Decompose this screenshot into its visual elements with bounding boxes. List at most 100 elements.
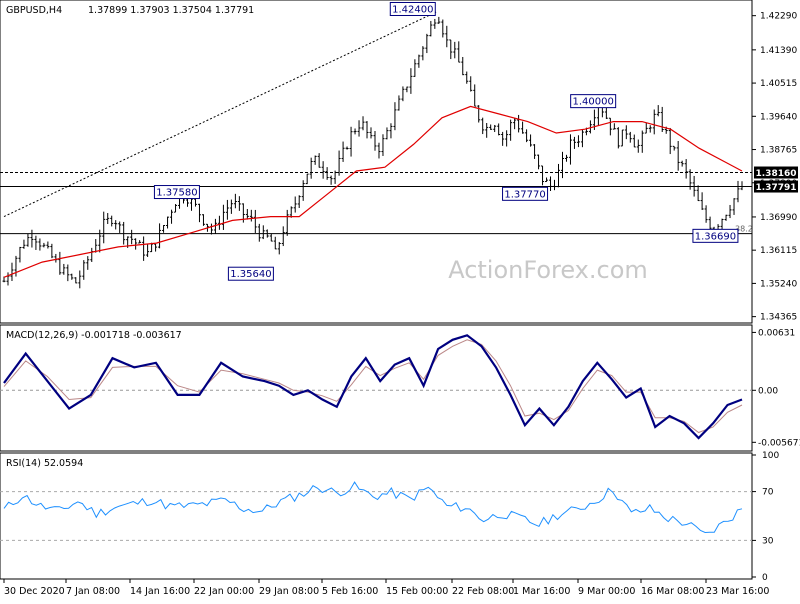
fib-label: 38.2	[735, 225, 753, 234]
x-tick-label: 9 Mar 00:00	[578, 586, 635, 597]
candle	[660, 106, 664, 133]
candle	[632, 134, 636, 148]
x-tick-label: 16 Mar 08:00	[641, 586, 704, 597]
candle	[289, 206, 293, 218]
macd-layer	[0, 334, 752, 440]
price-tick-label: 1.38765	[760, 146, 797, 156]
candle	[114, 220, 118, 230]
candle	[505, 130, 509, 147]
candle	[50, 243, 54, 259]
candle	[556, 163, 560, 188]
candle	[377, 142, 381, 159]
macd-tick-label: -0.005671	[758, 438, 800, 448]
candle	[42, 242, 46, 248]
x-tick-label: 22 Feb 08:00	[452, 586, 514, 597]
current-price-label: 1.37791	[754, 180, 798, 193]
candle	[497, 123, 501, 136]
candle	[245, 209, 249, 220]
candle	[297, 195, 301, 209]
annotation-2: 1.37770	[502, 186, 549, 201]
candle	[281, 226, 285, 247]
macd-tick-label: 0.00	[758, 386, 778, 396]
candle	[201, 214, 205, 226]
candle	[652, 109, 656, 135]
annotation-1: 1.40000	[570, 94, 617, 109]
candle	[301, 180, 305, 201]
candle	[82, 260, 86, 280]
price-tick-label: 1.40515	[760, 79, 797, 89]
candle	[46, 241, 50, 249]
macd-label: MACD(12,26,9) -0.001718 -0.003617	[6, 330, 182, 341]
candle	[696, 185, 700, 202]
candle	[525, 129, 529, 143]
candle	[704, 205, 708, 223]
candle	[537, 154, 541, 170]
candle	[644, 122, 648, 134]
macd-main-line	[3, 334, 743, 440]
candle	[249, 209, 253, 222]
candle	[393, 102, 397, 131]
candle	[608, 117, 612, 136]
candle	[549, 176, 553, 192]
candle	[257, 223, 261, 242]
annotation-0: 1.42400	[389, 1, 436, 16]
rsi-tick-label: 70	[762, 488, 774, 498]
candle	[453, 41, 457, 59]
candle	[560, 151, 564, 179]
candle	[341, 141, 345, 162]
annotation-label: 1.37580	[156, 188, 197, 199]
candle	[345, 146, 349, 150]
price-panel	[0, 0, 753, 324]
candle	[30, 229, 34, 248]
candle	[213, 218, 217, 234]
candle	[564, 154, 568, 162]
price-header-ohlc: 1.37899 1.37903 1.37504 1.37791	[88, 5, 254, 16]
candle	[385, 127, 389, 140]
candle	[110, 215, 114, 227]
candle	[277, 241, 281, 255]
candle	[457, 41, 461, 63]
candle	[433, 18, 437, 29]
candle	[469, 76, 473, 92]
candle	[221, 204, 225, 230]
candle	[158, 223, 162, 249]
x-tick-label: 30 Dec 2020	[4, 586, 65, 597]
candle	[421, 46, 425, 61]
x-tick-label: 14 Jan 16:00	[130, 586, 190, 597]
candle	[465, 71, 469, 84]
candle	[405, 86, 409, 93]
candle	[369, 127, 373, 139]
candle	[529, 134, 533, 147]
candle	[349, 126, 353, 157]
rsi-label: RSI(14) 52.0594	[6, 458, 83, 469]
candle	[265, 229, 269, 238]
candle	[293, 196, 297, 213]
candle	[18, 246, 22, 263]
candle	[325, 167, 329, 180]
candle	[86, 256, 90, 270]
macd-panel	[0, 324, 753, 452]
candle	[373, 131, 377, 151]
rsi-layer	[0, 481, 752, 541]
rsi-tick-label: 100	[762, 451, 779, 461]
candle	[473, 84, 477, 107]
candle	[102, 211, 106, 244]
candle	[134, 238, 138, 250]
x-tick-label: 29 Jan 08:00	[259, 586, 319, 597]
candle	[365, 121, 369, 139]
candle	[397, 95, 401, 111]
candle	[273, 236, 277, 250]
candle	[541, 165, 545, 186]
candle	[22, 239, 26, 249]
candle	[513, 117, 517, 130]
candle	[708, 216, 712, 231]
x-tick-label: 15 Feb 00:00	[386, 586, 448, 597]
candle	[736, 180, 740, 203]
candle	[261, 225, 265, 240]
candle	[680, 160, 684, 167]
candle	[130, 229, 134, 245]
x-tick-label: 1 Mar 16:00	[513, 586, 570, 597]
candle	[545, 177, 549, 183]
